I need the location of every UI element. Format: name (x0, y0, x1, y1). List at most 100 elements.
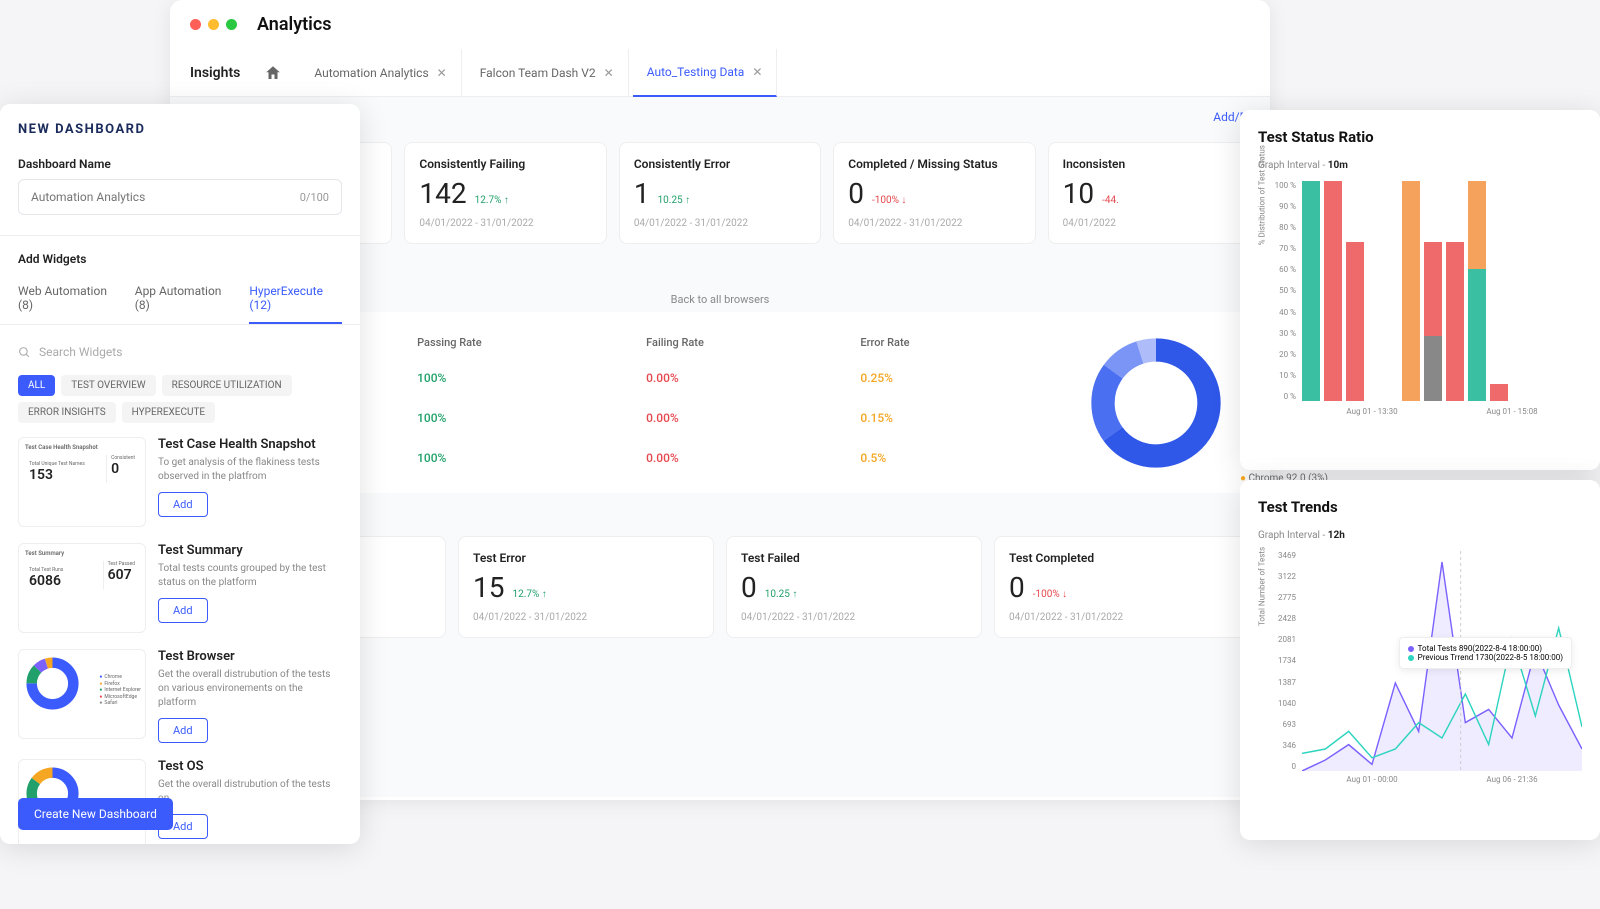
filter-pill[interactable]: TEST OVERVIEW (61, 375, 155, 396)
stat-date: 04/01/2022 - 31/01/2022 (848, 218, 1020, 229)
stat-date: 04/01/2022 (1063, 218, 1235, 229)
widget-tabs: Web Automation (8) App Automation (8) Hy… (0, 274, 360, 325)
interval-label: Graph Interval - 12h (1258, 530, 1582, 541)
tab-falcon-team[interactable]: Falcon Team Dash V2 ✕ (466, 49, 629, 97)
search-widgets[interactable]: Search Widgets (18, 337, 342, 367)
bar (1446, 214, 1464, 401)
minimize-icon[interactable] (208, 19, 219, 30)
widget-desc: To get analysis of the flakiness tests o… (158, 456, 342, 484)
widget-item: ChromeFirefoxInternet ExplorerMicrosoftE… (18, 649, 342, 743)
close-icon[interactable] (190, 19, 201, 30)
stat-title: Completed / Missing Status (848, 157, 1020, 171)
traffic-lights (190, 19, 237, 30)
stat-change: 10.25 ↑ (658, 195, 691, 206)
table-header: Error Rate (840, 328, 1034, 357)
dashboard-name-input-wrap: 0/100 (18, 179, 342, 215)
stat-date: 04/01/2022 - 31/01/2022 (419, 218, 591, 229)
stat-card: Consistently Failing14212.7% ↑04/01/2022… (404, 142, 606, 244)
bar (1490, 339, 1508, 401)
bars-area (1302, 181, 1582, 401)
test-status-ratio-card: Test Status Ratio Graph Interval - 10m %… (1240, 110, 1600, 470)
stat-title: Test Completed (1009, 551, 1235, 565)
stat-card: Consistently Error110.25 ↑04/01/2022 - 3… (619, 142, 821, 244)
widget-name: Test Browser (158, 649, 342, 664)
stat-value: 0 (741, 571, 757, 604)
filter-pill[interactable]: RESOURCE UTILIZATION (162, 375, 292, 396)
close-icon[interactable]: ✕ (752, 65, 762, 79)
bar (1468, 181, 1486, 401)
dashboard-name-input[interactable] (31, 190, 300, 204)
x-labels: Aug 01 - 00:00Aug 06 - 21:36 (1302, 775, 1582, 784)
test-trends-card: Test Trends Graph Interval - 12h Total N… (1240, 480, 1600, 840)
close-icon[interactable]: ✕ (437, 66, 447, 80)
stat-card: Inconsisten 10 -44. 04/01/2022 (1048, 142, 1250, 244)
stat-card: Test Completed0-100% ↓04/01/2022 - 31/01… (994, 536, 1250, 638)
widget-preview: ChromeFirefoxInternet ExplorerMicrosoftE… (18, 649, 146, 739)
filter-pill[interactable]: ERROR INSIGHTS (18, 402, 116, 423)
y-ticks: 346931222775242820811734138710406933460 (1262, 551, 1296, 771)
stat-change: 12.7% ↑ (512, 589, 546, 600)
interval-label: Graph Interval - 10m (1258, 160, 1582, 171)
widget-name: Test Case Health Snapshot (158, 437, 342, 452)
stat-value: 10 (1063, 177, 1094, 210)
stat-change: -44. (1102, 195, 1119, 206)
y-axis-label: % Distribution of Test Status (1258, 145, 1267, 245)
filter-pill[interactable]: HYPEREXECUTE (122, 402, 215, 423)
tab-label: Automation Analytics (314, 66, 428, 80)
stat-title: Inconsisten (1063, 157, 1235, 171)
tab-label: Falcon Team Dash V2 (480, 66, 596, 80)
card-title: Test Trends (1258, 498, 1582, 516)
stat-value: 15 (473, 571, 504, 604)
stat-title: Consistently Error (634, 157, 806, 171)
widget-desc: Get the overall distrubution of the test… (158, 668, 342, 710)
add-widgets-label: Add Widgets (18, 252, 342, 266)
widget-preview: Test Case Health SnapshotTotal Unique Te… (18, 437, 146, 527)
bar (1346, 214, 1364, 401)
tooltip-a: Total Tests 890(2022-8-4 18:00:00) (1418, 644, 1542, 653)
add-widget-button[interactable]: Add (158, 598, 208, 623)
widget-item: Test SummaryTotal Test Runs6086Test Pass… (18, 543, 342, 633)
widget-item: Test Case Health SnapshotTotal Unique Te… (18, 437, 342, 527)
stat-card: Test Failed 0 10.25 ↑ 04/01/2022 - 31/01/20… (726, 536, 982, 638)
tooltip-b: Previous Trrend 1730(2022-8-5 18:00:00) (1418, 653, 1563, 662)
table-header: Passing Rate (397, 328, 624, 357)
filter-pills: ALL TEST OVERVIEW RESOURCE UTILIZATION ERRO… (18, 375, 342, 423)
stat-title: Consistently Failing (419, 157, 591, 171)
add-widget-button[interactable]: Add (158, 492, 208, 517)
close-icon[interactable]: ✕ (604, 66, 614, 80)
tab-label: Auto_Testing Data (647, 65, 745, 79)
home-icon[interactable] (264, 64, 282, 82)
y-ticks: 100 %90 %80 %70 %60 %50 %40 %30 %20 %10 … (1268, 181, 1296, 401)
dot-icon (1408, 646, 1414, 652)
stat-title: Test Failed (741, 551, 967, 565)
panel-title: NEW DASHBOARD (18, 122, 342, 137)
tab-automation-analytics[interactable]: Automation Analytics ✕ (300, 49, 461, 97)
widget-name: Test OS (158, 759, 342, 774)
stat-date: 04/01/2022 - 31/01/2022 (741, 612, 967, 623)
titlebar: Analytics (170, 0, 1270, 49)
bar (1302, 181, 1320, 401)
tab-auto-testing[interactable]: Auto_Testing Data ✕ (633, 49, 778, 97)
card-title: Test Status Ratio (1258, 128, 1582, 146)
stat-change: 10.25 ↑ (765, 589, 798, 600)
x-labels: Aug 01 - 13:30Aug 01 - 15:08 (1302, 407, 1582, 416)
tab-web-automation[interactable]: Web Automation (8) (18, 274, 119, 324)
stat-value: 1 (634, 177, 650, 210)
bar-group (1402, 181, 1508, 401)
bar (1324, 181, 1342, 401)
search-icon (18, 346, 31, 359)
widget-list: Test Case Health SnapshotTotal Unique Te… (18, 437, 342, 844)
create-dashboard-button[interactable]: Create New Dashboard (18, 798, 173, 830)
stat-date: 04/01/2022 - 31/01/2022 (1009, 612, 1235, 623)
stat-change: -100% ↓ (872, 195, 906, 206)
maximize-icon[interactable] (226, 19, 237, 30)
filter-pill[interactable]: ALL (18, 375, 55, 396)
tab-app-automation[interactable]: App Automation (8) (135, 274, 234, 324)
insights-label: Insights (190, 65, 240, 81)
bar-group (1302, 181, 1364, 401)
widget-preview: Test SummaryTotal Test Runs6086Test Pass… (18, 543, 146, 633)
donut-chart (1076, 326, 1236, 479)
bar (1424, 214, 1442, 401)
add-widget-button[interactable]: Add (158, 718, 208, 743)
tab-hyperexecute[interactable]: HyperExecute (12) (249, 274, 342, 324)
